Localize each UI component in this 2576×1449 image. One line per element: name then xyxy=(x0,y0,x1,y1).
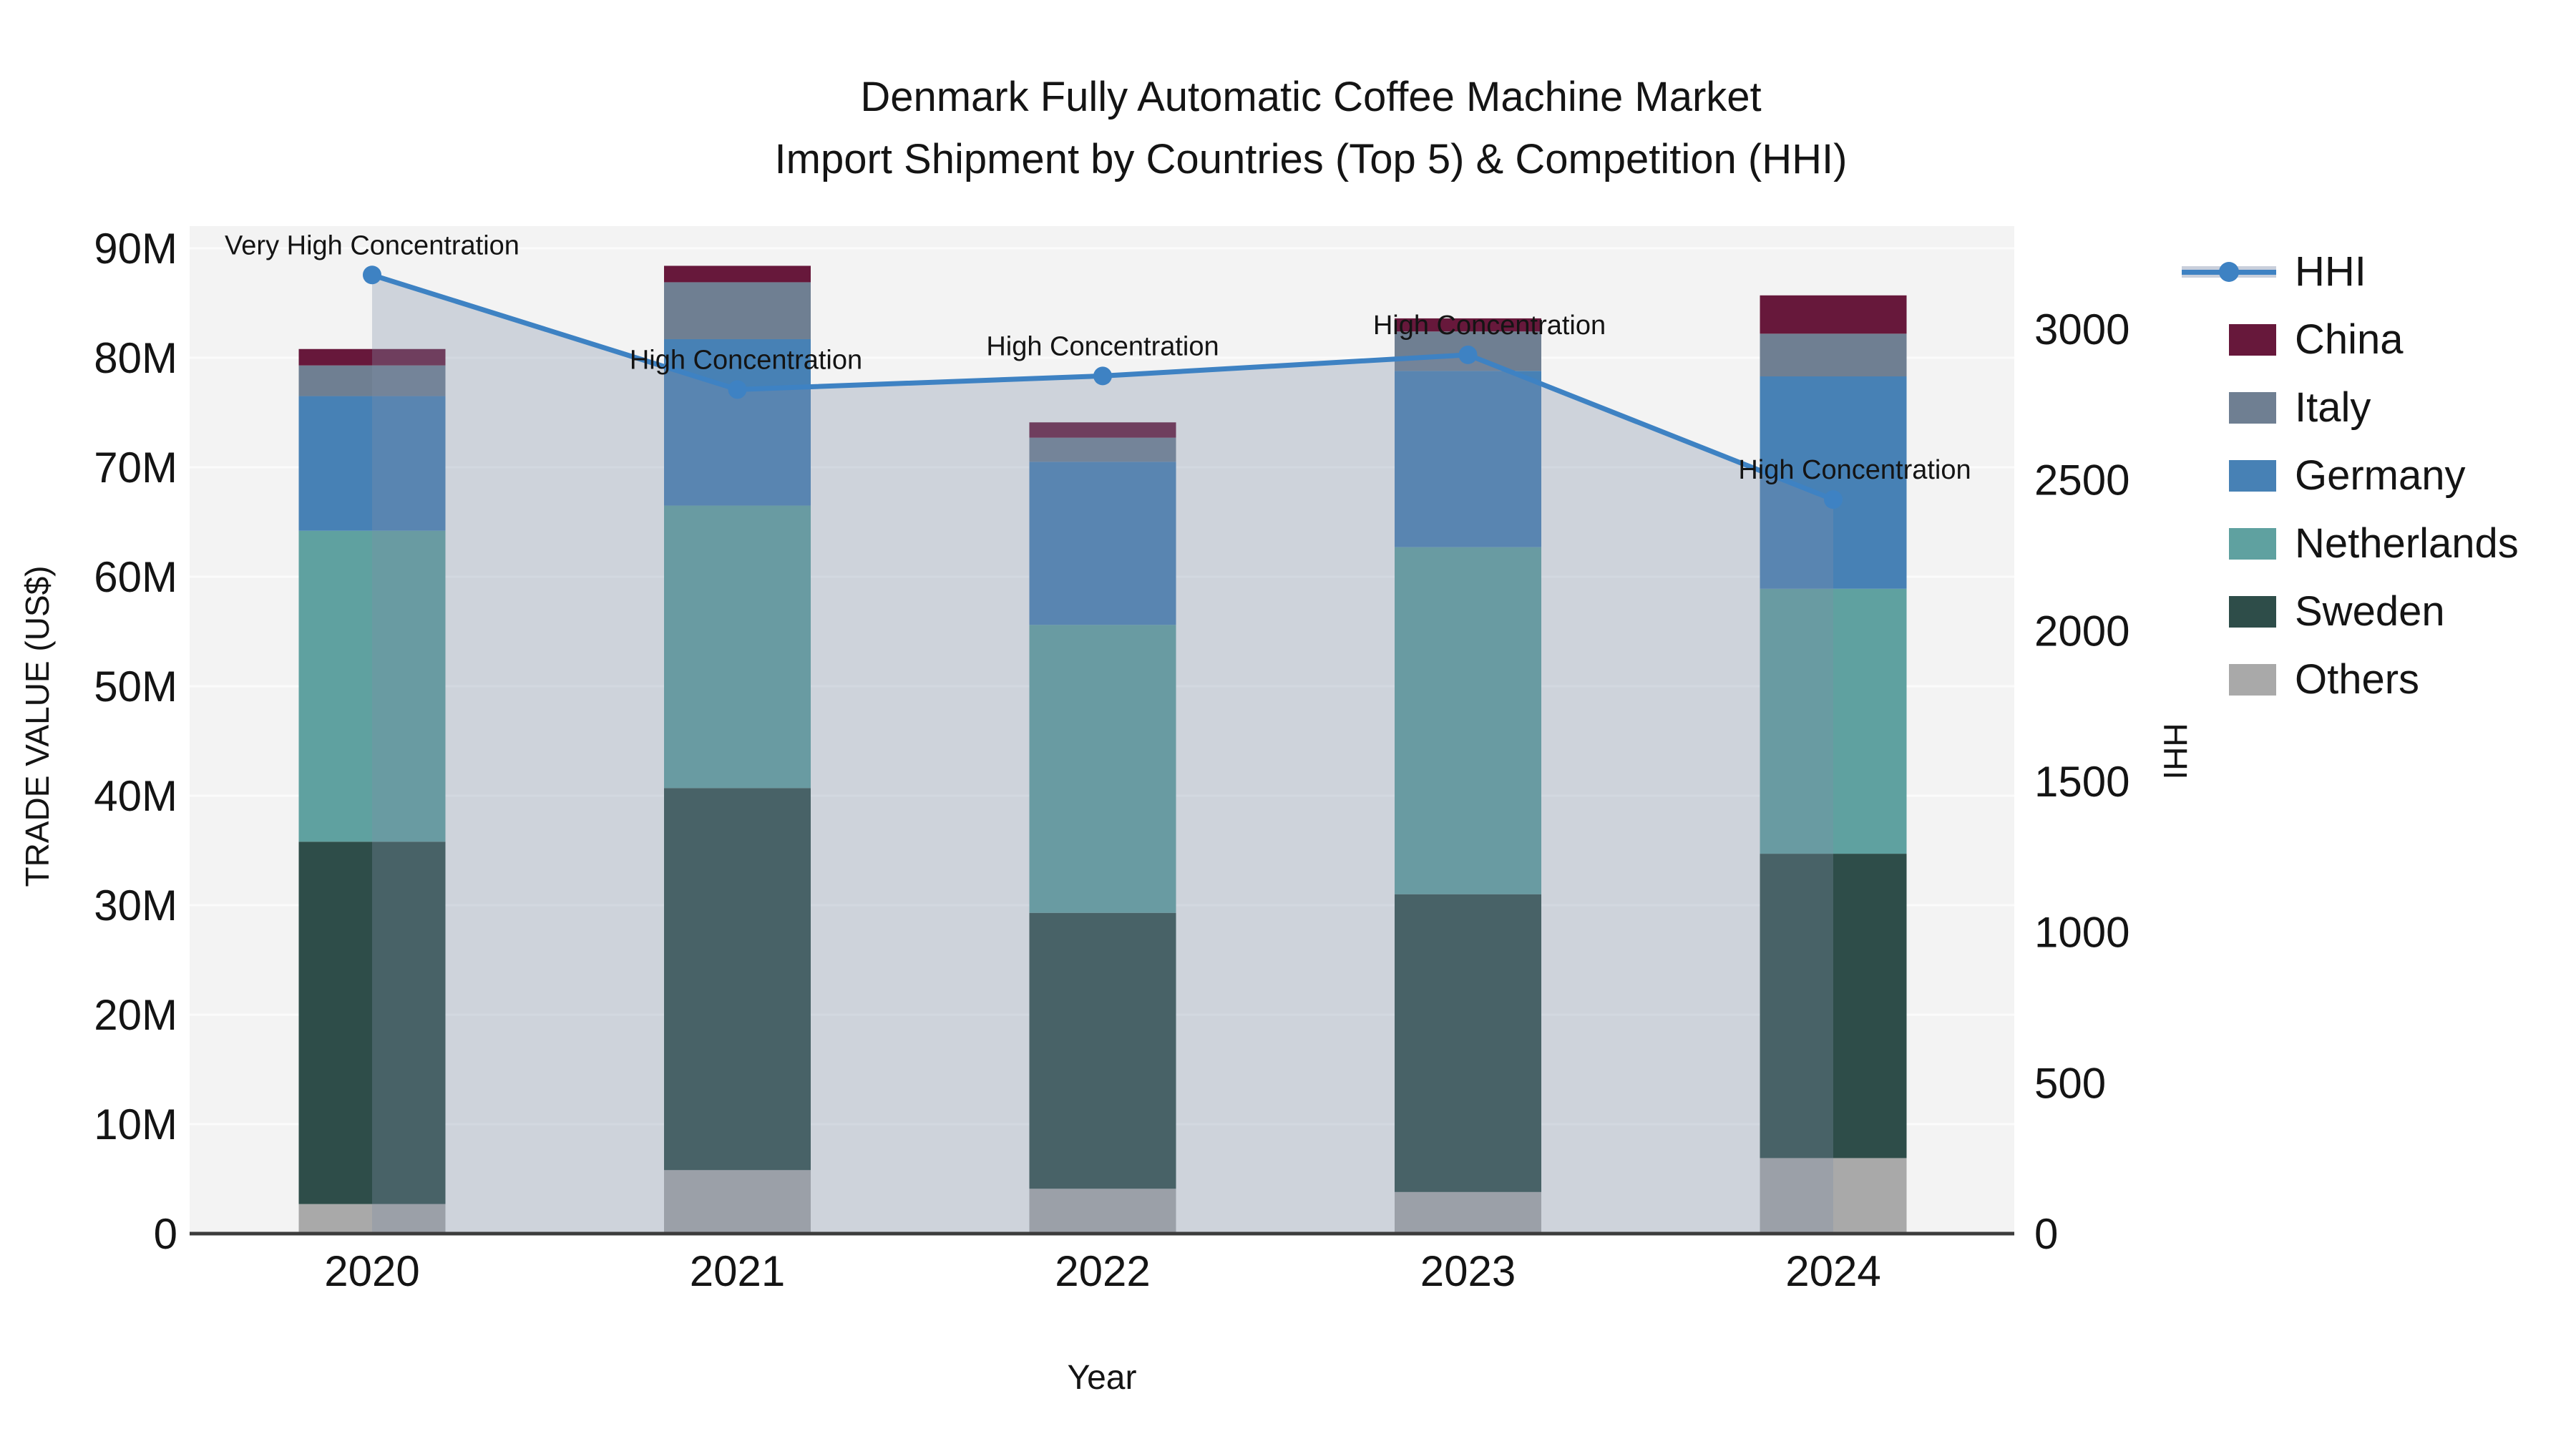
y-left-tick-label: 40M xyxy=(94,772,177,820)
legend-item-germany: Germany xyxy=(2229,441,2519,509)
hhi-line-swatch-icon xyxy=(2182,261,2276,282)
bar-segment-sweden-2021 xyxy=(664,788,811,1171)
legend-item-china: China xyxy=(2229,306,2519,374)
bar-segment-others-2023 xyxy=(1395,1191,1541,1234)
bar-segment-china-2022 xyxy=(1029,422,1176,438)
legend-label: HHI xyxy=(2295,248,2366,295)
bar-segment-germany-2020 xyxy=(298,396,446,531)
bar-segment-sweden-2022 xyxy=(1029,912,1176,1189)
y-left-tick-label: 90M xyxy=(94,225,177,273)
y-left-tick-label: 50M xyxy=(94,663,177,711)
chart-title: Denmark Fully Automatic Coffee Machine M… xyxy=(595,66,2026,190)
bar-segment-china-2021 xyxy=(664,265,811,283)
hhi-marker-2024 xyxy=(1824,490,1843,509)
bar-segment-italy-2022 xyxy=(1029,437,1176,462)
bar-segment-china-2023 xyxy=(1395,318,1541,332)
y-left-tick-label: 0 xyxy=(154,1210,177,1258)
x-axis-title: Year xyxy=(1067,1359,1137,1397)
legend-item-sweden: Sweden xyxy=(2229,577,2519,645)
chart-title-line1: Denmark Fully Automatic Coffee Machine M… xyxy=(860,74,1762,120)
bar-segment-germany-2022 xyxy=(1029,462,1176,625)
legend-item-others: Others xyxy=(2229,645,2519,713)
legend-label: Italy xyxy=(2295,384,2371,431)
hhi-marker-2020 xyxy=(363,265,381,285)
bar-segment-sweden-2020 xyxy=(298,841,446,1204)
y-right-tick-label: 2000 xyxy=(2034,607,2129,655)
legend: HHI China Italy Germany Netherlands Swed… xyxy=(2182,238,2519,713)
bar-segment-netherlands-2024 xyxy=(1760,588,1907,854)
china-swatch-icon xyxy=(2229,323,2276,356)
annotation-2022: High Concentration xyxy=(986,331,1219,361)
y-axis-left-title: TRADE VALUE (US$) xyxy=(19,565,56,887)
bar-segment-sweden-2023 xyxy=(1395,894,1541,1192)
bar-segment-italy-2020 xyxy=(298,365,446,396)
y-left-tick-label: 30M xyxy=(94,882,177,930)
y-right-tick-label: 0 xyxy=(2034,1210,2058,1258)
y-axis-right-title: HHI xyxy=(2157,723,2194,780)
y-right-tick-label: 3000 xyxy=(2034,306,2129,353)
annotation-2021: High Concentration xyxy=(630,345,862,375)
hhi-marker-2022 xyxy=(1093,366,1112,386)
bar-segment-italy-2024 xyxy=(1760,333,1907,377)
bar-segment-sweden-2024 xyxy=(1760,854,1907,1158)
legend-label: Germany xyxy=(2295,452,2466,499)
annotation-2024: High Concentration xyxy=(1738,455,1971,485)
hhi-area-fill xyxy=(372,275,1833,1234)
bar-segment-netherlands-2020 xyxy=(298,530,446,842)
sweden-swatch-icon xyxy=(2229,595,2276,628)
y-left-tick-label: 70M xyxy=(94,444,177,492)
bar-segment-others-2020 xyxy=(298,1204,446,1234)
germany-swatch-icon xyxy=(2229,459,2276,492)
others-swatch-icon xyxy=(2229,663,2276,696)
hhi-dot-icon xyxy=(2219,261,2239,282)
x-tick-label: 2024 xyxy=(1785,1247,1880,1295)
hhi-marker-2021 xyxy=(728,380,747,399)
legend-item-italy: Italy xyxy=(2229,374,2519,441)
bar-segment-china-2020 xyxy=(298,348,446,366)
legend-item-hhi: HHI xyxy=(2182,238,2519,306)
bar-segment-others-2022 xyxy=(1029,1189,1176,1234)
x-tick-label: 2020 xyxy=(324,1247,419,1295)
y-left-tick-label: 80M xyxy=(94,334,177,382)
bar-segment-germany-2023 xyxy=(1395,371,1541,547)
legend-label: China xyxy=(2295,316,2404,363)
x-tick-label: 2023 xyxy=(1420,1247,1516,1295)
x-tick-label: 2022 xyxy=(1055,1247,1150,1295)
annotation-2020: Very High Concentration xyxy=(225,230,519,260)
annotation-2023: High Concentration xyxy=(1373,311,1606,341)
legend-label: Netherlands xyxy=(2295,520,2519,567)
legend-label: Others xyxy=(2295,656,2420,703)
y-right-tick-label: 500 xyxy=(2034,1059,2106,1107)
y-left-tick-label: 20M xyxy=(94,991,177,1039)
chart-title-line2: Import Shipment by Countries (Top 5) & C… xyxy=(774,136,1848,182)
italy-swatch-icon xyxy=(2229,391,2276,424)
y-right-tick-label: 1000 xyxy=(2034,909,2129,957)
bar-segment-netherlands-2023 xyxy=(1395,547,1541,894)
hhi-marker-2023 xyxy=(1458,345,1478,364)
bar-segment-china-2024 xyxy=(1760,295,1907,334)
bar-segment-netherlands-2022 xyxy=(1029,625,1176,913)
bar-segment-netherlands-2021 xyxy=(664,505,811,789)
bar-segment-others-2021 xyxy=(664,1170,811,1234)
netherlands-swatch-icon xyxy=(2229,527,2276,560)
bar-segment-others-2024 xyxy=(1760,1158,1907,1234)
y-left-tick-label: 10M xyxy=(94,1101,177,1148)
bar-segment-germany-2021 xyxy=(664,338,811,506)
y-left-tick-label: 60M xyxy=(94,553,177,601)
bar-segment-italy-2021 xyxy=(664,282,811,339)
y-right-tick-label: 2500 xyxy=(2034,457,2129,504)
x-tick-label: 2021 xyxy=(690,1247,785,1295)
legend-label: Sweden xyxy=(2295,588,2445,635)
legend-item-netherlands: Netherlands xyxy=(2229,509,2519,577)
y-right-tick-label: 1500 xyxy=(2034,758,2129,806)
